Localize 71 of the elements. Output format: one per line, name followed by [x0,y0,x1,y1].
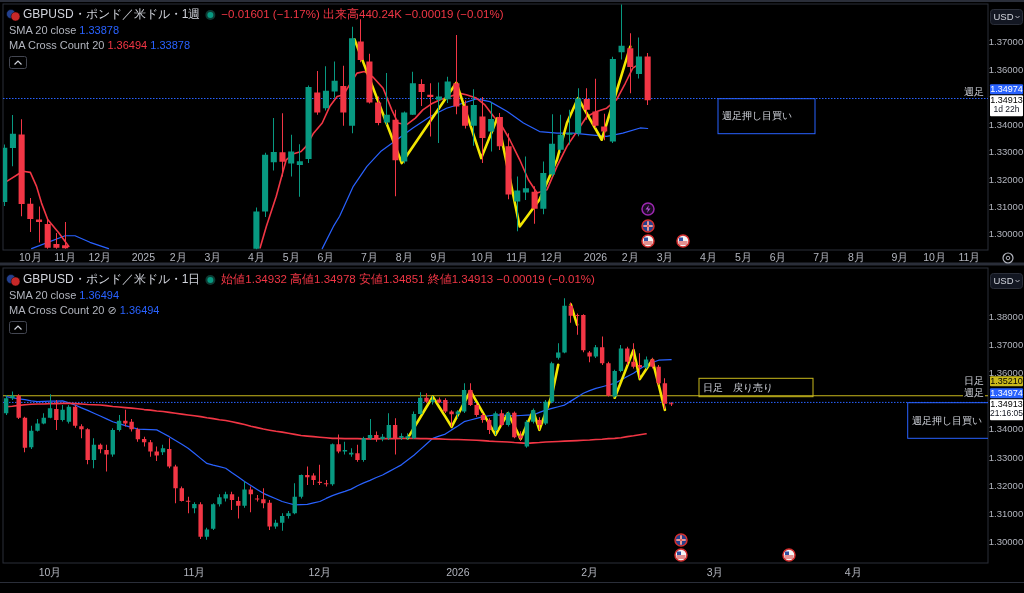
x-tick-label: 10月 [923,250,946,263]
chart-title: GBPUSD・ポンド／米ドル・1日 [23,272,201,287]
x-tick-label: 2月 [169,250,187,263]
x-tick-label: 9月 [891,250,909,263]
y-tick-label: 1.30000 [988,228,1024,240]
annotation: SMA 20 close 1.36494 [9,288,120,301]
annotation: SMA 20 close 1.33878 [9,23,120,36]
x-tick-label: 11月 [958,250,981,263]
x-tick-label: 3月 [706,565,724,578]
annotation: 始値1.34932 高値1.34978 安値1.34851 終値1.34913 −0.00019 (−0.01%) [221,272,596,286]
x-tick-label: 8月 [847,250,865,263]
y-tick-label: 1.31000 [988,508,1024,520]
x-tick-label: 4月 [844,565,862,578]
x-tick-label: 2026 [446,565,470,578]
x-tick-label: 7月 [361,250,378,263]
x-tick-label: 4月 [700,250,717,263]
y-tick-label: 1.32000 [988,479,1024,491]
x-tick-label: 12月 [540,250,564,263]
x-tick-label: 3月 [656,250,674,263]
x-tick-label: 10月 [18,250,42,263]
y-tick-label: 1.34000 [988,423,1024,435]
legend-label: 週足 [964,387,984,399]
annotation: MA Cross Count 20 ⊘ 1.36494 [9,303,160,316]
y-tick-label: 1.37000 [988,338,1024,350]
x-tick-label: 7月 [813,250,830,263]
text: 1.34913 [990,399,1023,410]
chart-title: GBPUSD・ポンド／米ドル・1週 [23,7,201,22]
x-tick-label: 12月 [88,250,112,263]
legend-label: 日足 [964,375,984,387]
y-tick-label: 1.31000 [988,201,1024,213]
y-tick-label: 1.30000 [988,536,1024,548]
text: 21:16:05 [989,408,1024,419]
x-tick-label: 10月 [38,565,62,578]
x-tick-label: 10月 [471,250,494,263]
annotation: −0.01601 (−1.17%) 出来高440.24K −0.00019 (−0.01%) [221,7,504,21]
text: 1.34974 [990,388,1023,399]
text: USD [993,275,1014,287]
ref-line-label: 週足 [964,85,984,97]
x-tick-label: 12月 [308,565,332,578]
text: 1.35210 [990,376,1023,387]
x-tick-label: 5月 [282,250,300,263]
y-tick-label: 1.33000 [988,146,1024,158]
text: USD [993,11,1014,23]
annotation: 週足押し目買い [911,414,982,426]
x-tick-label: 8月 [395,250,413,263]
x-tick-label: 2026 [583,250,608,263]
x-tick-label: 6月 [769,250,787,263]
x-tick-label: 6月 [317,250,335,263]
y-tick-label: 1.36000 [988,63,1024,75]
annotation: 日足 戻り売り [703,381,773,393]
y-tick-label: 1.32000 [988,173,1024,185]
x-tick-label: 11月 [54,250,77,263]
y-tick-label: 1.33000 [988,451,1024,463]
text: 1.34974 [990,84,1023,95]
annotation: MA Cross Count 20 1.36494 1.33878 [9,38,191,51]
x-tick-label: 11月 [506,250,529,263]
y-tick-label: 1.37000 [988,36,1024,48]
x-tick-label: 3月 [204,250,222,263]
x-tick-label: 2月 [621,250,639,263]
y-tick-label: 1.36000 [988,366,1024,378]
text: 1d 22h [993,104,1020,115]
y-tick-label: 1.34000 [988,118,1024,130]
x-tick-label: 11月 [183,565,206,578]
y-tick-label: 1.38000 [988,310,1024,322]
text: 1.34913 [990,95,1023,106]
annotation: 週足押し目買い [722,110,792,122]
x-tick-label: 4月 [247,250,265,263]
x-tick-label: 9月 [430,250,448,263]
x-tick-label: 5月 [734,250,752,263]
x-tick-label: 2月 [581,565,599,578]
x-tick-label: 2025 [131,250,156,263]
